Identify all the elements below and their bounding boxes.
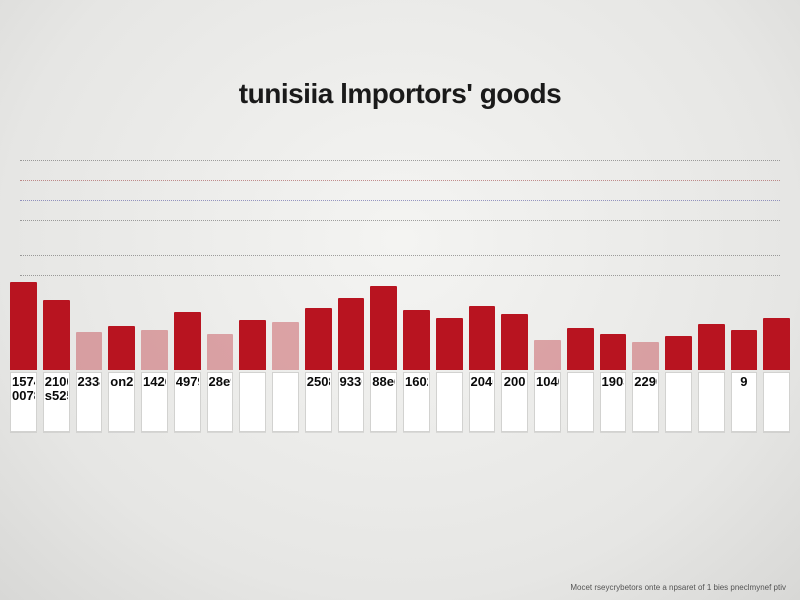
bar-label <box>763 372 790 432</box>
bar <box>763 318 790 370</box>
bar-label: 1426 <box>141 372 168 432</box>
bar-label: 2040 <box>469 372 496 432</box>
bar <box>731 330 758 370</box>
chart-canvas: tunisiia lmportors' goods 1574000782100s… <box>0 0 800 600</box>
bar-label-line: 28e99 <box>209 375 232 389</box>
bar-label-line: 19035 <box>602 375 625 389</box>
bar <box>108 326 135 370</box>
bar-label-line: 2508 <box>307 375 330 389</box>
bar-label <box>567 372 594 432</box>
bar-label: 9 <box>731 372 758 432</box>
bar-label: 157400078 <box>10 372 37 432</box>
bar <box>600 334 627 370</box>
bar-label-line: 9 <box>733 375 756 389</box>
bar <box>174 312 201 370</box>
bar <box>632 342 659 370</box>
bar-label <box>665 372 692 432</box>
gridline <box>20 220 780 221</box>
bar <box>76 332 103 370</box>
bar <box>370 286 397 370</box>
bar-series <box>10 282 790 370</box>
bar <box>567 328 594 370</box>
bar <box>10 282 37 370</box>
bar-label-line: 1040 <box>536 375 559 389</box>
bar-label: 200 <box>501 372 528 432</box>
bar-label: 4979 <box>174 372 201 432</box>
bar <box>469 306 496 370</box>
bar-label-line: 22900 <box>634 375 657 389</box>
bar-label <box>436 372 463 432</box>
bar <box>141 330 168 370</box>
bar-label-line: 9330 <box>340 375 363 389</box>
bar <box>338 298 365 370</box>
bar <box>43 300 70 370</box>
bar-chart: 1574000782100s52502334on2901426497928e99… <box>0 260 800 370</box>
gridline <box>20 255 780 256</box>
gridline <box>20 160 780 161</box>
bar-label-line: 0078 <box>12 389 35 403</box>
bar-label: on290 <box>108 372 135 432</box>
gridline <box>20 180 780 181</box>
gridline <box>20 200 780 201</box>
bar <box>207 334 234 370</box>
bar-label-line: s5250 <box>45 389 68 403</box>
bar-label-line: 200 <box>503 375 526 389</box>
bar-label-line: 2040 <box>471 375 494 389</box>
bar-label-line: 88e63 <box>372 375 395 389</box>
bar-label-line: 2334 <box>78 375 101 389</box>
bar-label: 160299 <box>403 372 430 432</box>
bar-label-line: 2100 <box>45 375 68 389</box>
bar-label: 19035 <box>600 372 627 432</box>
bar-labels: 1574000782100s52502334on2901426497928e99… <box>10 372 790 432</box>
bar-label: 2100s5250 <box>43 372 70 432</box>
bar-label <box>239 372 266 432</box>
bar-label: 1040 <box>534 372 561 432</box>
bar-label-line: 15740 <box>12 375 35 389</box>
bar-label: 88e63 <box>370 372 397 432</box>
chart-title: tunisiia lmportors' goods <box>0 78 800 110</box>
bar <box>534 340 561 370</box>
bar <box>665 336 692 370</box>
bar <box>239 320 266 370</box>
bar-label: 2508 <box>305 372 332 432</box>
bar-label <box>698 372 725 432</box>
bar-label-line: on290 <box>110 375 133 389</box>
bar <box>698 324 725 370</box>
footnote-text: Mocet rseycrybetors onte a npsaret of 1 … <box>570 583 786 592</box>
bar-label-line: 160299 <box>405 375 428 389</box>
bar-label-line: 4979 <box>176 375 199 389</box>
bar <box>501 314 528 370</box>
bar <box>436 318 463 370</box>
bar-label: 2334 <box>76 372 103 432</box>
bar-label: 28e99 <box>207 372 234 432</box>
bar-label-line: 1426 <box>143 375 166 389</box>
bar <box>403 310 430 370</box>
bar <box>305 308 332 370</box>
bar-label <box>272 372 299 432</box>
bar-label: 22900 <box>632 372 659 432</box>
bar <box>272 322 299 370</box>
bar-label: 9330 <box>338 372 365 432</box>
